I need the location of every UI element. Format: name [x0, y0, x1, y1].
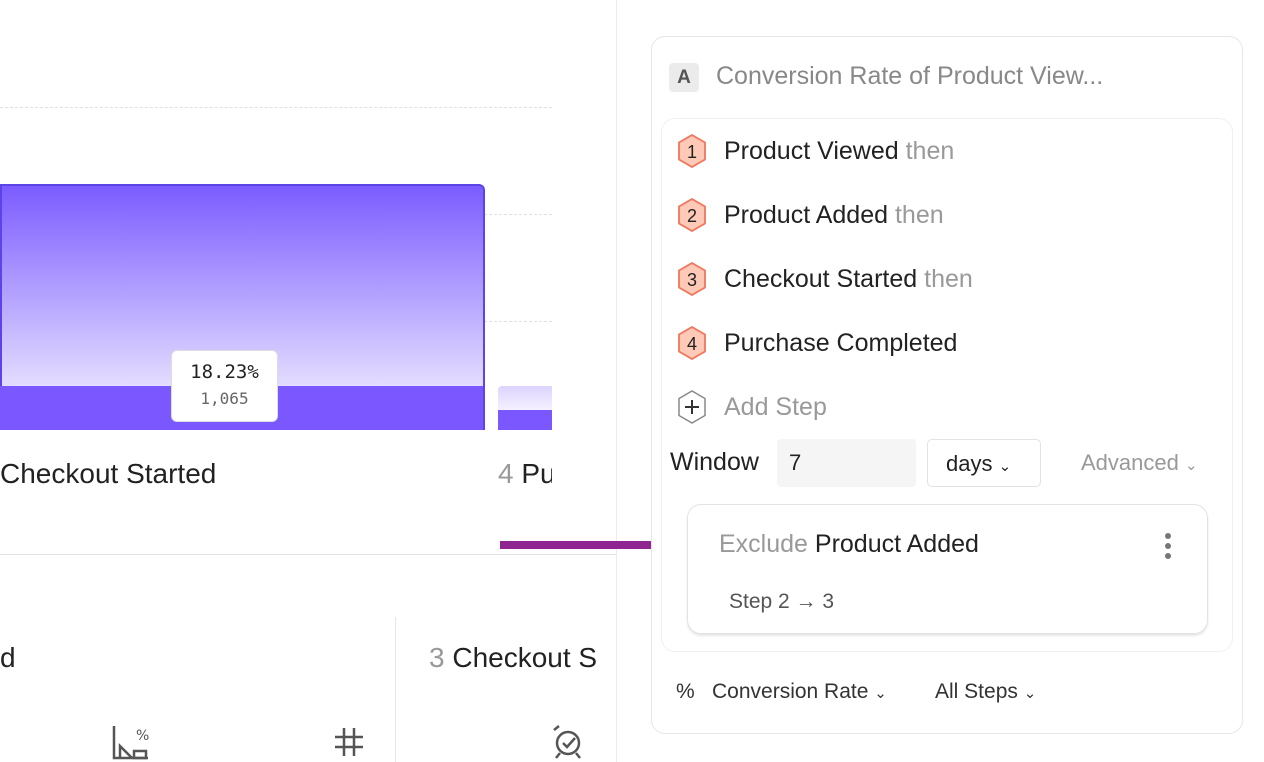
step-event: Product Added [724, 200, 889, 229]
hash-icon[interactable] [333, 726, 365, 758]
exclusion-card[interactable] [687, 504, 1208, 634]
conversion-chart-icon[interactable]: % [112, 724, 150, 760]
svg-text:2: 2 [687, 206, 697, 226]
step-event: Checkout Started [724, 264, 918, 293]
card-number: 3 [429, 642, 445, 673]
svg-text:4: 4 [687, 334, 697, 354]
svg-text:3: 3 [687, 270, 697, 290]
summary-card-checkout: 3 Checkout S [429, 642, 616, 674]
percent-icon: % [676, 680, 695, 703]
bar-tooltip: 18.23% 1,065 [171, 350, 278, 422]
window-label: Window [670, 448, 759, 476]
svg-text:%: % [136, 728, 149, 744]
advanced-toggle[interactable]: Advanced ⌄ [1081, 450, 1198, 476]
metric-value: Conversion Rate [712, 680, 869, 703]
bar-step-4[interactable] [498, 386, 552, 412]
window-unit-select[interactable]: days ⌄ [927, 439, 1041, 487]
steps-card [661, 118, 1233, 652]
exclusion-range[interactable]: Step 2 → 3 [729, 590, 835, 613]
funnel-query-panel [651, 36, 1243, 734]
query-title[interactable]: Conversion Rate of Product View... [716, 62, 1104, 90]
step-then: then [924, 264, 973, 293]
funnel-step-2[interactable]: 2 Product Added then [677, 198, 944, 232]
excluded-event[interactable]: Product Added [814, 530, 979, 558]
chevron-down-icon: ⌄ [1184, 457, 1198, 474]
step-number-icon: 3 [678, 262, 706, 296]
steps-select[interactable]: All Steps ⌄ [935, 680, 1036, 704]
exclusion-title: Exclude Product Added [719, 530, 979, 559]
card-label: Checkout S [452, 642, 598, 673]
summary-card-label: d [0, 642, 16, 673]
add-step-label: Add Step [724, 392, 827, 421]
chevron-down-icon: ⌄ [998, 458, 1012, 475]
metric-select[interactable]: Conversion Rate ⌄ [712, 680, 887, 704]
step-then: then [905, 136, 955, 165]
step-number-icon: 1 [678, 134, 706, 168]
window-unit-value: days [946, 451, 993, 476]
step-then: then [894, 200, 944, 229]
step-event: Purchase Completed [724, 328, 958, 357]
x-label-step-4: 4 Pu [498, 458, 552, 490]
add-icon [678, 390, 706, 424]
tooltip-percent: 18.23% [190, 361, 259, 383]
tooltip-count: 1,065 [200, 389, 249, 408]
funnel-step-3[interactable]: 3 Checkout Started then [677, 262, 973, 296]
window-input[interactable]: 7 [777, 439, 916, 487]
step-number-icon: 2 [678, 198, 706, 232]
x-label-text: Checkout Started [0, 458, 217, 489]
steps-select-value: All Steps [935, 680, 1018, 703]
add-step-button[interactable]: Add Step [677, 390, 827, 424]
alarm-check-icon[interactable] [551, 724, 585, 760]
exclude-label: Exclude [719, 530, 808, 558]
chevron-down-icon: ⌄ [1023, 685, 1037, 702]
query-badge: A [669, 63, 699, 92]
more-options-icon[interactable] [1163, 532, 1173, 560]
funnel-step-1[interactable]: 1 Product Viewed then [677, 134, 954, 168]
advanced-label: Advanced [1081, 450, 1179, 475]
gridline [0, 107, 552, 108]
step-event: Product Viewed [724, 136, 899, 165]
divider [395, 617, 396, 762]
x-label-checkout-started: Checkout Started [0, 458, 216, 490]
x-label-number: 4 [498, 458, 514, 489]
divider [616, 0, 617, 762]
x-label-text: Pu [521, 458, 552, 489]
funnel-step-4[interactable]: 4 Purchase Completed [677, 326, 957, 360]
step-number-icon: 4 [678, 326, 706, 360]
svg-text:1: 1 [687, 142, 697, 162]
bar-step-4-converted[interactable] [498, 410, 552, 430]
divider [0, 554, 616, 555]
chevron-down-icon: ⌄ [874, 685, 887, 702]
